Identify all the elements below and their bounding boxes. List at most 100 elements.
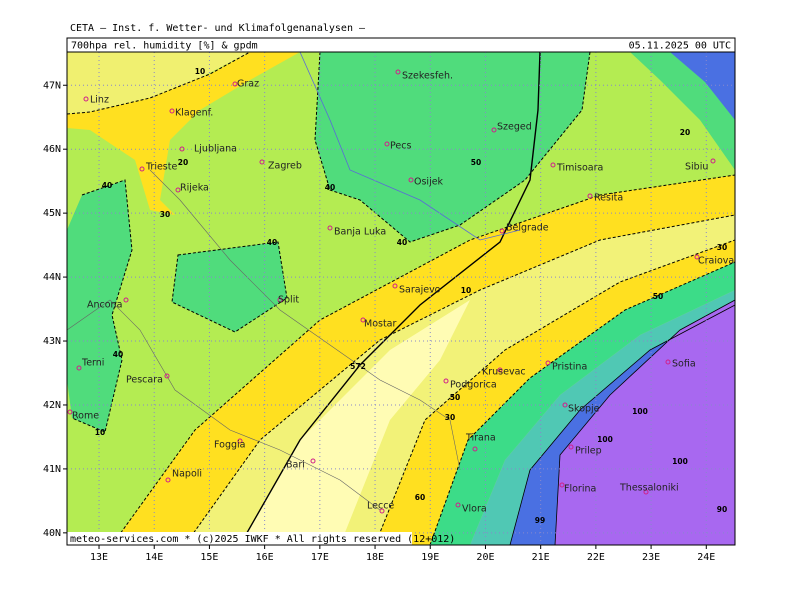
contour-label: 50 [653, 292, 663, 301]
x-tick-label: 14E [145, 552, 163, 563]
humidity-band [67, 52, 250, 114]
contour-label: 99 [535, 516, 545, 525]
x-tick-label: 23E [642, 552, 660, 563]
city-name: Napoli [172, 469, 202, 480]
y-tick-label: 44N [43, 272, 61, 283]
contour [184, 214, 735, 545]
humidity-band [375, 240, 735, 545]
y-tick-label: 41N [43, 464, 61, 475]
contour-label: 100 [632, 407, 648, 416]
humidity-band [172, 242, 287, 332]
x-tick-label: 19E [421, 552, 439, 563]
contour [171, 241, 288, 333]
contour-label: 30 [445, 413, 455, 422]
city-name: Graz [237, 79, 259, 90]
city-marker [277, 297, 283, 303]
humidity-band [555, 300, 735, 545]
city-name: Bari [286, 460, 305, 471]
city-name: Terni [81, 358, 104, 369]
humidity-band [315, 52, 590, 242]
city-name: Szeged [497, 122, 532, 133]
contour-label: 100 [672, 457, 688, 466]
city-name: Osijek [414, 177, 444, 188]
city-name: Podgorica [450, 380, 497, 391]
x-tick-label: 13E [90, 552, 108, 563]
contour-label: 40 [113, 350, 123, 359]
city-name: Linz [90, 95, 109, 106]
contour-label: 20 [178, 158, 188, 167]
city-name: Pristina [552, 362, 587, 373]
city-marker [497, 367, 503, 373]
field [67, 52, 735, 545]
footer: meteo-services.com * (c)2025 IWKF * All … [70, 534, 455, 545]
contour-label: 572 [350, 362, 366, 371]
contour-label: 40 [325, 183, 335, 192]
city-marker [179, 146, 185, 152]
contour-label: 50 [471, 158, 481, 167]
city-name: Vlora [462, 504, 487, 515]
city-marker [169, 108, 175, 114]
y-tick-label: 45N [43, 208, 61, 219]
humidity-band [240, 300, 470, 545]
city-marker [491, 127, 497, 133]
city-marker [123, 297, 129, 303]
city-marker [67, 409, 73, 415]
city-name: Split [278, 295, 299, 306]
city-marker [545, 360, 551, 366]
contour-label: 10 [195, 67, 205, 76]
city-name: Sibiu [685, 162, 708, 173]
city-name: Klagenf. [175, 108, 213, 119]
city-marker [568, 444, 574, 450]
city-marker [165, 477, 171, 483]
contour-label: 40 [267, 238, 277, 247]
city-marker [395, 69, 401, 75]
city-name: Sarajevo [399, 285, 441, 296]
city-name: Rome [72, 411, 99, 422]
coastline [67, 299, 381, 511]
contour-label: 50 [450, 393, 460, 402]
city-marker [665, 359, 671, 365]
humidity-band [112, 175, 735, 545]
footer-box [67, 532, 412, 545]
city-marker [327, 225, 333, 231]
city-marker [139, 166, 145, 172]
city-marker [259, 159, 265, 165]
labels: 13E 14E 15E 16E 17E 18E 19E 20E 21E 22E 23E 24E 40N 4… [43, 67, 734, 563]
city-name: Ljubljana [194, 144, 237, 155]
city-name: Skopje [568, 404, 600, 415]
city-marker [559, 482, 565, 488]
city-marker [384, 141, 390, 147]
city-marker [83, 96, 89, 102]
city-marker [237, 438, 243, 444]
city-marker [643, 489, 649, 495]
city-name: Pecs [390, 141, 411, 152]
humidity-band [67, 180, 132, 432]
contour [509, 304, 735, 545]
humidity-band [430, 262, 735, 545]
city-marker [455, 502, 461, 508]
city-marker [499, 228, 505, 234]
city-name: Resita [594, 193, 623, 204]
city-name: Krusevac [482, 367, 526, 378]
y-tick-label: 46N [43, 144, 61, 155]
city-name: Tirana [465, 433, 496, 444]
city-name: Belgrade [506, 223, 549, 234]
city-marker [550, 162, 556, 168]
city-name: Mostar [364, 319, 397, 330]
x-tick-label: 16E [256, 552, 274, 563]
city-name: Foggia [214, 440, 245, 451]
city-marker [587, 193, 593, 199]
city-marker [175, 187, 181, 193]
map-date: 05.11.2025 00 UTC [629, 41, 731, 52]
city-marker [392, 283, 398, 289]
city-name: Lecce [367, 501, 394, 512]
x-tick-label: 18E [366, 552, 384, 563]
map-frame [66, 51, 736, 546]
map-title: 700hpa rel. humidity [%] & gpdm [71, 41, 258, 52]
city-name: Thessaloniki [619, 483, 679, 494]
contour-label: 60 [415, 493, 425, 502]
city-name: Prilep [575, 446, 602, 457]
x-tick-label: 22E [587, 552, 605, 563]
